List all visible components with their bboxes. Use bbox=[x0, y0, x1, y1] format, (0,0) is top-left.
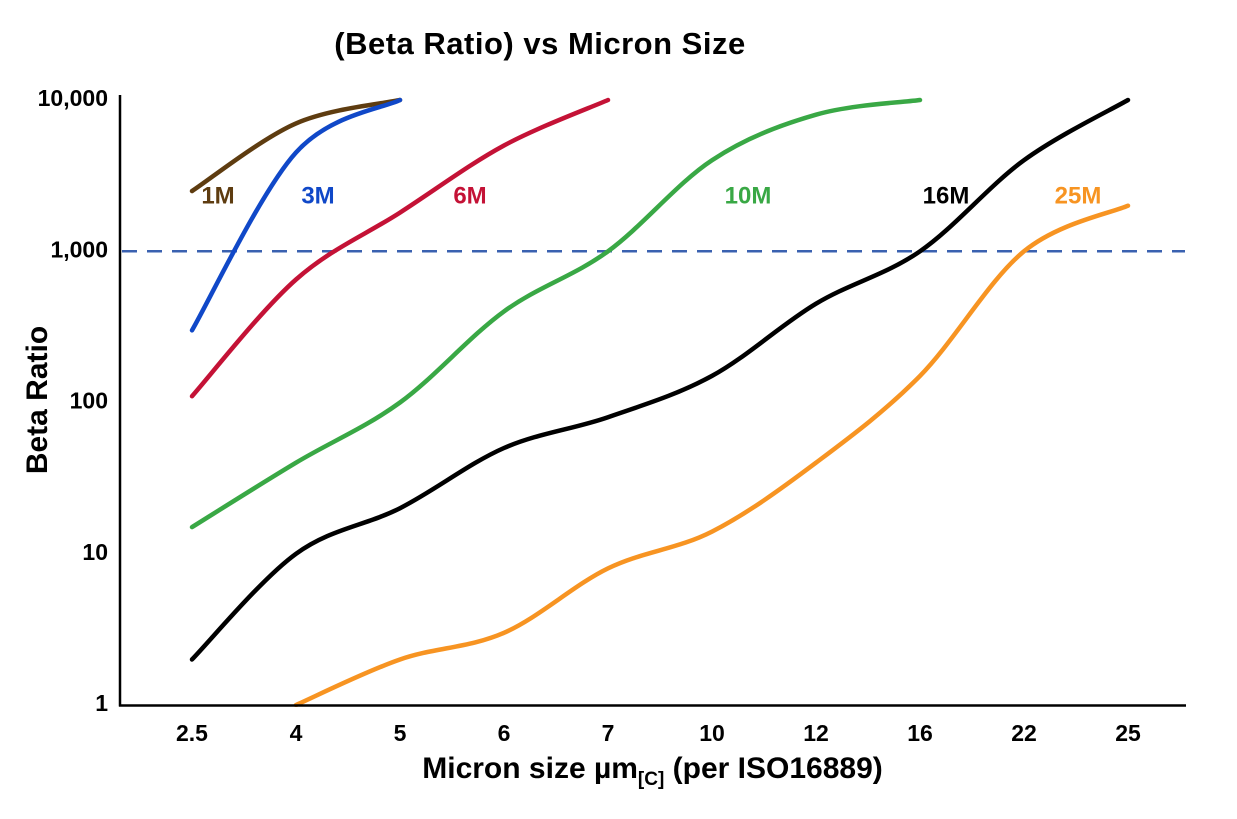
y-axis-label: Beta Ratio bbox=[21, 325, 54, 475]
x-tick-label-4: 4 bbox=[290, 720, 303, 746]
series-label-3M: 3M bbox=[301, 182, 334, 209]
series-line-16M bbox=[189, 97, 1131, 662]
x-tick-label-16: 16 bbox=[907, 720, 933, 746]
y-tick-label-1000: 1,000 bbox=[50, 236, 108, 262]
series-label-10M: 10M bbox=[725, 182, 772, 209]
series-label-16M: 16M bbox=[923, 182, 970, 209]
series-group bbox=[189, 97, 1131, 707]
series-line-6M bbox=[189, 97, 611, 399]
x-tick-label-22: 22 bbox=[1011, 720, 1037, 746]
chart-title: (Beta Ratio) vs Micron Size bbox=[334, 26, 746, 61]
series-label-6M: 6M bbox=[453, 182, 486, 209]
series-line-25M bbox=[293, 203, 1131, 707]
y-tick-label-1: 1 bbox=[95, 690, 108, 716]
x-tick-label-25: 25 bbox=[1115, 720, 1141, 746]
series-label-1M: 1M bbox=[201, 182, 234, 209]
x-tick-label-6: 6 bbox=[498, 720, 511, 746]
y-tick-label-10000: 10,000 bbox=[38, 85, 108, 111]
y-tick-label-10: 10 bbox=[82, 539, 108, 565]
x-tick-label-7: 7 bbox=[602, 720, 615, 746]
x-tick-label-2.5: 2.5 bbox=[176, 720, 208, 746]
x-tick-label-10: 10 bbox=[699, 720, 725, 746]
x-tick-label-5: 5 bbox=[394, 720, 407, 746]
x-axis-label: Micron size µm[C] (per ISO16889) bbox=[120, 752, 1185, 791]
series-label-25M: 25M bbox=[1055, 182, 1102, 209]
series-line-1M bbox=[189, 97, 403, 194]
x-axis-label-text: Micron size µm bbox=[422, 752, 638, 785]
x-tick-label-12: 12 bbox=[803, 720, 829, 746]
y-tick-label-100: 100 bbox=[70, 388, 108, 414]
series-line-10M bbox=[189, 97, 923, 530]
x-axis-label-subscript: [C] bbox=[637, 769, 665, 790]
series-line-3M bbox=[189, 97, 403, 333]
x-axis-label-suffix: (per ISO16889) bbox=[664, 752, 883, 785]
